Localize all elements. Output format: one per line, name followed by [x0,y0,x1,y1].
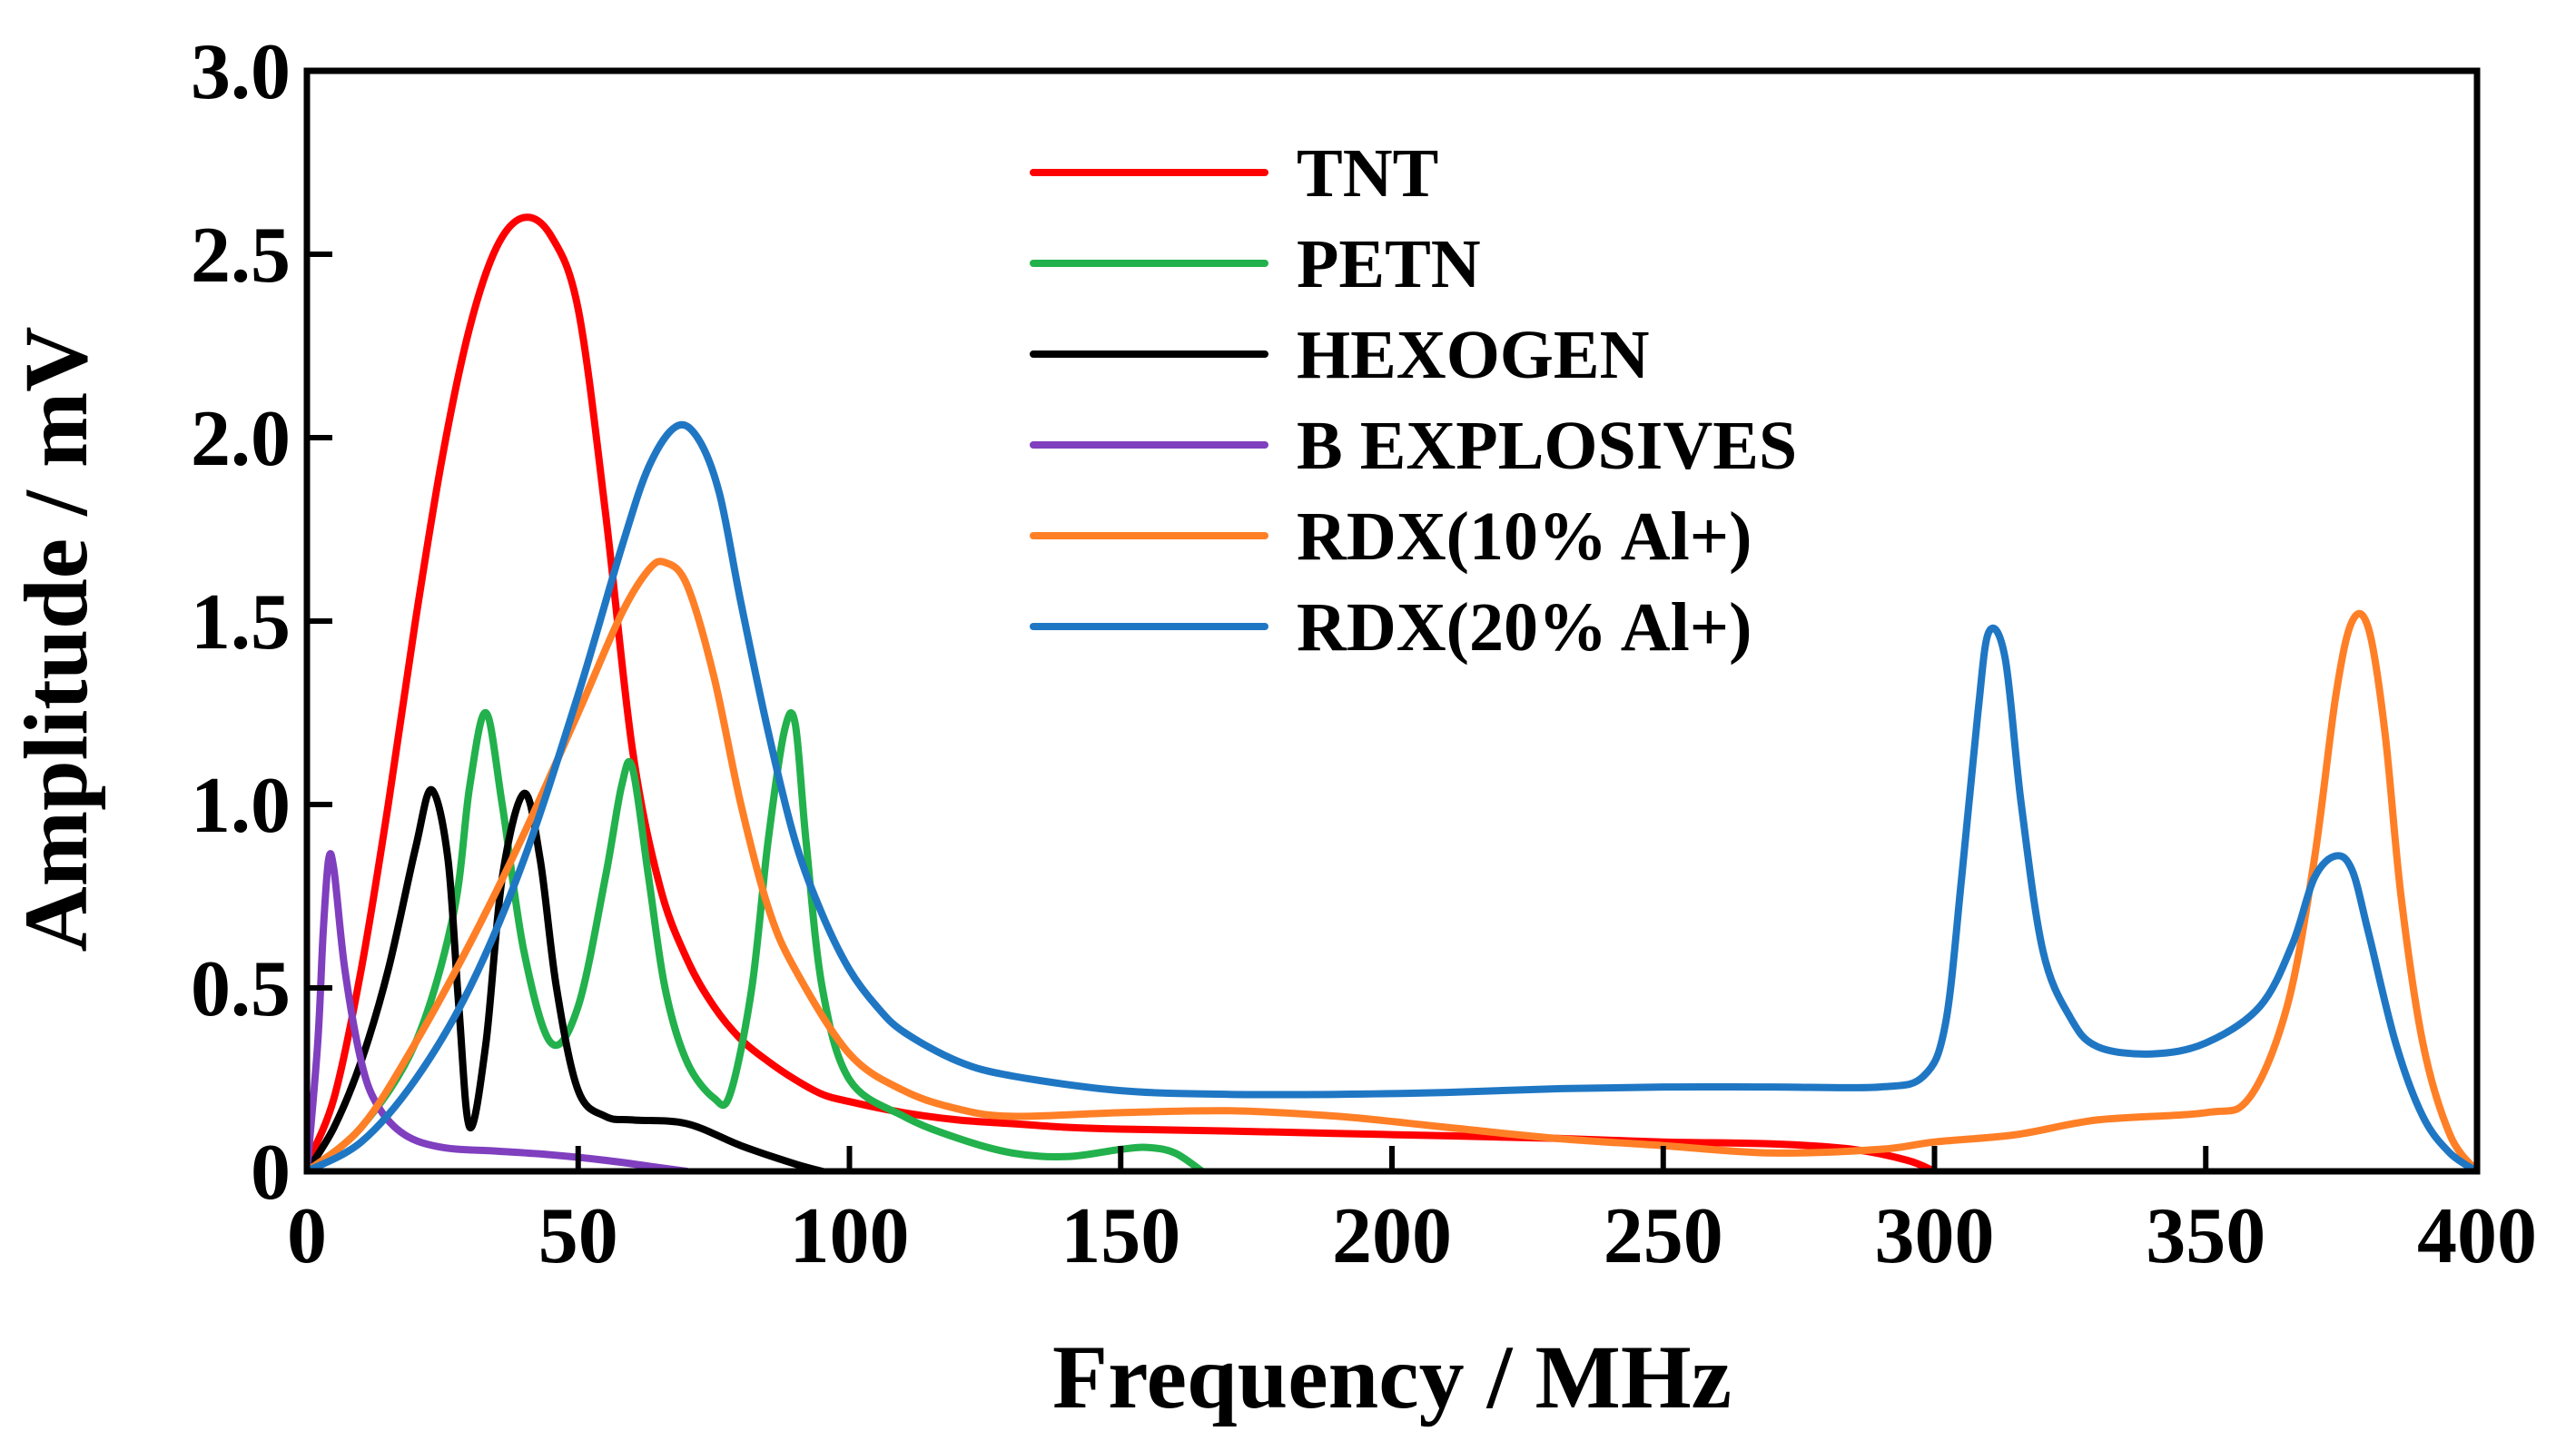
legend-label-b-explosives: B EXPLOSIVES [1297,408,1797,484]
legend-label-petn: PETN [1297,226,1481,302]
y-tick-label: 2.0 [191,395,291,483]
legend-label-hexogen: HEXOGEN [1297,317,1650,393]
y-tick-label: 3.0 [191,28,291,116]
legend-label-tnt: TNT [1297,135,1438,212]
legend: TNT PETN HEXOGEN B EXPLOSIVES RDX(10% Al+) RD… [1030,135,1797,666]
series-group [307,213,2477,1171]
x-tick-label: 0 [287,1192,327,1280]
series-line-tnt [307,213,1939,1171]
y-axis-label: Amplitude / mV [5,327,106,953]
x-tick-label: 150 [1061,1192,1180,1280]
series-line-rdx-20-al [307,420,2477,1171]
series-line-petn [307,708,1206,1171]
legend-label-rdx-10-al: RDX(10% Al+) [1297,498,1752,575]
series-line-rdx-10-al [307,558,2477,1171]
series-line-hexogen [307,785,826,1171]
y-tick-label: 0 [251,1129,291,1217]
x-tick-label: 100 [790,1192,910,1280]
y-tick-label: 1.0 [191,762,291,850]
x-axis-label: Frequency / MHz [1052,1327,1732,1427]
x-tick-label: 300 [1875,1192,1995,1280]
x-tick-label: 50 [538,1192,618,1280]
y-tick-label: 1.5 [191,578,291,666]
x-tick-label: 200 [1332,1192,1452,1280]
series-line-b-explosives [307,850,691,1171]
axes-group: 0 50 100 150 200 250 300 350 400 0 0.5 1.0 1.5 2.0 2.5… [191,28,2537,1280]
y-tick-label: 2.5 [191,212,291,300]
x-tick-label: 250 [1604,1192,1723,1280]
x-tick-label: 400 [2417,1192,2537,1280]
legend-label-rdx-20-al: RDX(20% Al+) [1297,589,1752,666]
y-tick-label: 0.5 [191,945,291,1033]
x-tick-label: 350 [2146,1192,2265,1280]
